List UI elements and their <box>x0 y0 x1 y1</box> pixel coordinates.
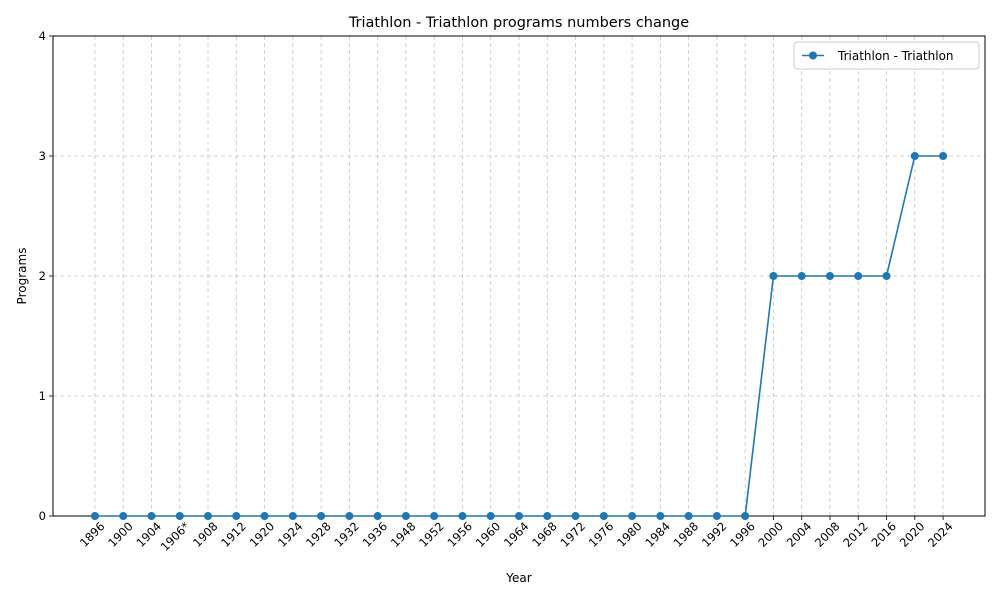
x-tick-label: 1906* <box>158 519 193 554</box>
data-point <box>147 512 156 520</box>
x-tick-label: 1976 <box>586 519 617 550</box>
x-tick-label: 2008 <box>812 519 843 550</box>
x-tick-label: 2020 <box>897 519 928 550</box>
data-point <box>741 512 750 520</box>
data-point <box>882 272 891 280</box>
data-point <box>345 512 354 520</box>
data-point <box>656 512 665 520</box>
x-axis: 1896190019041906*19081912192019241928193… <box>77 516 956 554</box>
x-tick-label: 1984 <box>642 519 673 550</box>
data-point <box>430 512 439 520</box>
x-tick-label: 2004 <box>784 519 815 550</box>
data-point <box>797 272 806 280</box>
x-tick-label: 2016 <box>868 519 899 550</box>
data-point <box>317 512 326 520</box>
y-tick-label: 1 <box>39 389 46 403</box>
chart-title: Triathlon - Triathlon programs numbers c… <box>348 15 689 31</box>
data-point <box>769 272 778 280</box>
x-tick-label: 1980 <box>614 519 645 550</box>
series-line <box>94 155 944 517</box>
data-point <box>232 512 241 520</box>
data-point <box>119 512 128 520</box>
x-tick-label: 2012 <box>840 519 871 550</box>
y-axis: 0 1 2 3 4 <box>39 29 53 523</box>
y-tick-label: 4 <box>39 29 46 43</box>
x-tick-label: 1920 <box>247 519 278 550</box>
data-point <box>543 512 552 520</box>
x-tick-label: 1968 <box>529 519 560 550</box>
x-tick-label: 1948 <box>388 519 419 550</box>
x-tick-label: 1964 <box>501 519 532 550</box>
data-point <box>515 512 523 520</box>
x-tick-label: 2024 <box>925 519 956 550</box>
data-point <box>401 512 410 520</box>
data-point <box>373 512 382 520</box>
y-tick-label: 2 <box>39 269 46 283</box>
data-point <box>684 512 693 520</box>
series-group <box>90 152 948 520</box>
x-tick-label: 1908 <box>190 519 221 550</box>
data-point <box>288 512 297 520</box>
y-tick-label: 0 <box>39 509 46 523</box>
data-point <box>854 272 863 280</box>
data-point <box>825 272 834 280</box>
x-tick-label: 1988 <box>671 519 702 550</box>
x-tick-label: 1960 <box>473 519 504 550</box>
data-point <box>910 152 919 160</box>
data-point <box>486 512 495 520</box>
data-point <box>458 512 467 520</box>
data-point <box>599 512 608 520</box>
x-tick-label: 1936 <box>360 519 391 550</box>
x-tick-label: 1896 <box>77 519 108 550</box>
data-point <box>260 512 269 520</box>
x-tick-label: 1956 <box>444 519 475 550</box>
data-point <box>939 152 948 160</box>
x-tick-label: 1952 <box>416 519 447 550</box>
data-point <box>712 512 721 520</box>
x-tick-label: 1928 <box>303 519 334 550</box>
x-tick-label: 1996 <box>727 519 758 550</box>
x-tick-label: 1972 <box>558 519 589 550</box>
y-axis-label: Programs <box>15 248 29 305</box>
data-point <box>628 512 637 520</box>
data-point <box>204 512 213 520</box>
x-tick-label: 1924 <box>275 519 306 550</box>
data-point <box>90 512 99 520</box>
legend-label: Triathlon - Triathlon <box>837 49 954 63</box>
y-tick-label: 3 <box>39 149 46 163</box>
x-tick-label: 1912 <box>218 519 249 550</box>
legend-box <box>793 41 980 70</box>
x-tick-label: 2000 <box>755 519 786 550</box>
legend-marker <box>809 51 817 60</box>
x-tick-label: 1992 <box>699 519 730 550</box>
x-axis-label: Year <box>505 571 531 585</box>
x-tick-label: 1900 <box>105 519 136 550</box>
data-point <box>175 512 184 520</box>
data-point <box>571 512 580 520</box>
x-tick-label: 1932 <box>331 519 362 550</box>
legend: Triathlon - Triathlon <box>793 41 980 70</box>
